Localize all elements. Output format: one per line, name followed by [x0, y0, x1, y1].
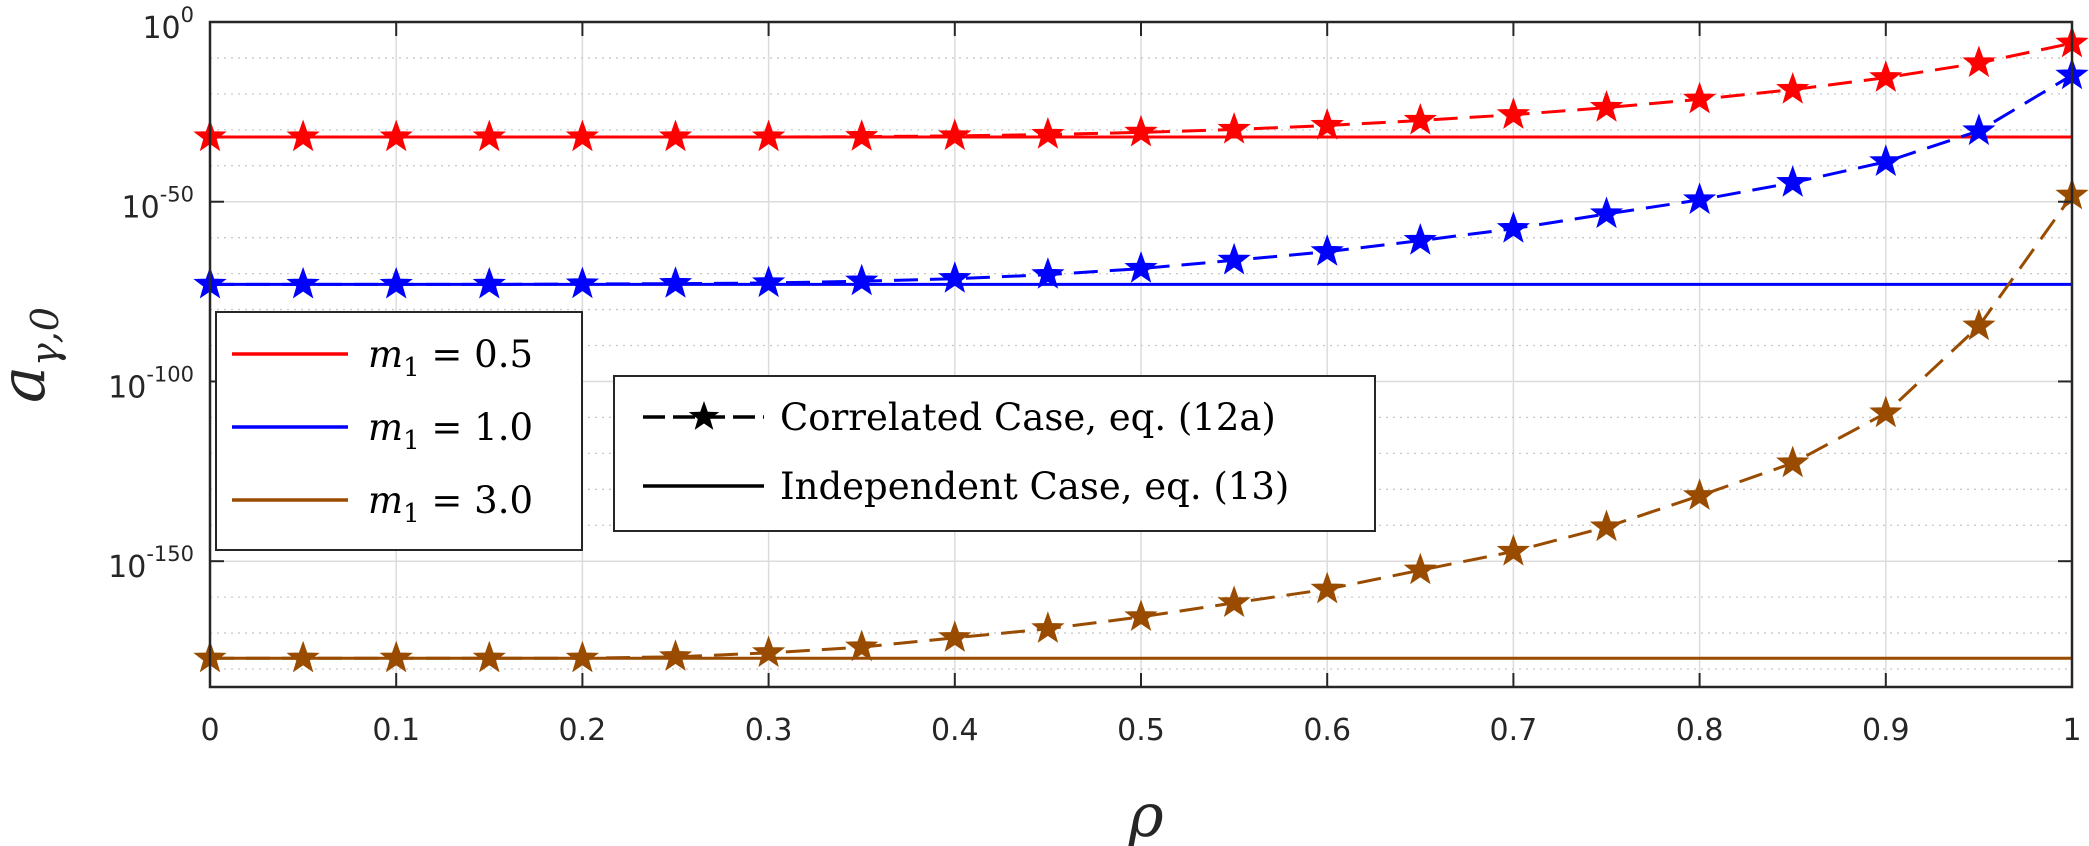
- data-point-star: [379, 119, 413, 152]
- legend-styles-box: [613, 375, 1376, 532]
- legend-label: m1 = 0.5: [368, 333, 533, 383]
- x-tick-label: 1: [2062, 713, 2081, 748]
- y-tick-label: 100: [142, 3, 194, 46]
- data-point-star: [751, 265, 786, 298]
- y-axis-label-main: a: [0, 366, 59, 403]
- data-point-star: [1124, 114, 1158, 147]
- data-point-star: [938, 261, 972, 293]
- data-point-star: [1869, 144, 1903, 177]
- data-point-star: [1496, 97, 1531, 129]
- data-point-star: [565, 119, 600, 152]
- x-tick-label: 0.2: [559, 713, 607, 748]
- data-point-star: [1776, 445, 1810, 478]
- y-tick-labels: 100 10-50 10-100 10-150: [108, 3, 2072, 585]
- x-tick-label: 0.9: [1862, 713, 1910, 748]
- series-3: [193, 177, 2089, 673]
- series-1: [193, 25, 2089, 152]
- data-point-star: [658, 639, 693, 671]
- data-point-star: [286, 266, 320, 299]
- y-tick-label: 10-100: [108, 362, 194, 405]
- data-point-star: [565, 640, 600, 673]
- data-point-star: [379, 640, 413, 673]
- data-point-star: [1589, 509, 1624, 542]
- data-point-star: [1403, 223, 1437, 255]
- data-point-star: [1310, 107, 1344, 140]
- x-tick-label: 0.4: [931, 713, 979, 748]
- legend-label: m1 = 1.0: [368, 406, 533, 456]
- legend-label: m1 = 3.0: [368, 479, 533, 529]
- data-point-star: [565, 266, 600, 299]
- data-point-star: [1310, 234, 1344, 266]
- data-point-star: [1031, 611, 1065, 643]
- data-point-star: [1124, 251, 1158, 283]
- x-axis-label: ρ: [1127, 781, 1163, 846]
- data-point-star: [1962, 308, 1996, 341]
- x-tick-labels: 0 0.1 0.2 0.3 0.4 0.5 0.6 0.7 0.8 0.9 1: [200, 22, 2082, 748]
- data-point-star: [751, 635, 786, 667]
- y-tick-label: 10-50: [122, 183, 195, 226]
- data-point-star: [379, 266, 413, 299]
- x-tick-label: 0.6: [1303, 713, 1351, 748]
- svg-text:aγ,0: aγ,0: [0, 307, 67, 403]
- data-point-star: [1031, 257, 1065, 289]
- x-tick-label: 0.7: [1490, 713, 1538, 748]
- data-point-star: [1403, 552, 1437, 585]
- data-point-star: [1589, 90, 1624, 122]
- x-tick-label: 0.5: [1117, 713, 1165, 748]
- data-point-star: [286, 640, 320, 673]
- data-point-star: [1962, 113, 1996, 146]
- data-point-star: [1496, 534, 1531, 566]
- data-point-star: [658, 266, 693, 298]
- data-point-star: [1776, 165, 1810, 197]
- data-point-star: [1682, 81, 1717, 114]
- data-point-star: [472, 266, 506, 299]
- y-axis-label-sub: γ,0: [23, 307, 67, 366]
- data-point-star: [1310, 571, 1344, 604]
- data-point-star: [1217, 112, 1251, 144]
- data-point-star: [938, 118, 972, 151]
- x-tick-label: 0.8: [1676, 713, 1724, 748]
- data-point-star: [1031, 116, 1065, 149]
- data-point-star: [1962, 45, 1996, 78]
- legend-star-marker: [688, 401, 720, 430]
- legend-style-label: Correlated Case, eq. (12a): [780, 396, 1276, 439]
- data-point-star: [1403, 103, 1437, 135]
- y-axis-label: aγ,0: [0, 307, 67, 403]
- data-point-star: [286, 119, 320, 152]
- data-point-star: [658, 119, 693, 152]
- data-point-star: [1589, 196, 1624, 229]
- data-point-star: [938, 620, 972, 652]
- x-tick-label: 0.1: [372, 713, 420, 748]
- correlated-line: [210, 194, 2074, 660]
- data-point-star: [1869, 395, 1903, 428]
- data-point-star: [1217, 242, 1251, 275]
- correlated-line: [210, 73, 2073, 286]
- correlated-line: [210, 41, 2073, 139]
- data-point-star: [1869, 60, 1903, 92]
- data-point-star: [1776, 72, 1810, 104]
- data-point-star: [472, 640, 506, 673]
- data-point-star: [751, 119, 786, 152]
- data-point-star: [1682, 182, 1717, 215]
- data-point-star: [1124, 599, 1158, 631]
- data-point-star: [1496, 211, 1531, 243]
- legend-line-styles: Correlated Case, eq. (12a) Independent Ca…: [613, 375, 1376, 532]
- legend-colors-box: [215, 311, 583, 551]
- legend-series-colors: m1 = 0.5 m1 = 1.0 m1 = 3.0: [215, 311, 583, 551]
- data-point-star: [1682, 478, 1717, 510]
- data-point-star: [845, 263, 879, 296]
- data-point-star: [845, 119, 879, 151]
- data-point-star: [1217, 585, 1251, 617]
- series-2: [193, 57, 2089, 299]
- series-layer: [193, 25, 2089, 673]
- data-point-star: [472, 119, 506, 152]
- x-tick-label: 0.3: [745, 713, 793, 748]
- y-tick-label: 10-150: [108, 542, 194, 585]
- x-tick-label: 0: [200, 713, 219, 748]
- data-point-star: [845, 629, 879, 662]
- legend-style-label: Independent Case, eq. (13): [780, 465, 1289, 508]
